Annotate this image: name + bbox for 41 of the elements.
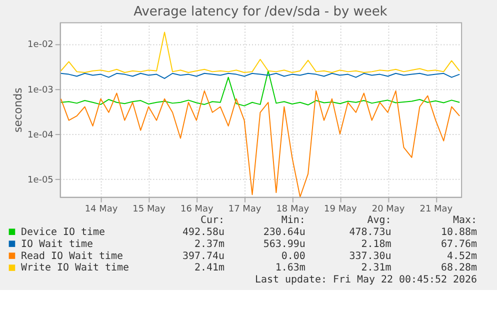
text: 478.73u xyxy=(349,226,392,238)
y-tick-label: 1e-03 xyxy=(28,85,54,96)
text: 492.58u xyxy=(182,226,225,238)
legend-label: IO Wait time xyxy=(20,238,93,250)
text: 397.74u xyxy=(182,250,225,262)
legend-label: Device IO time xyxy=(20,226,105,238)
text: 0.00 xyxy=(281,250,306,262)
text: 2.41m xyxy=(194,262,225,274)
x-tick-label: 14 May xyxy=(84,204,118,214)
y-tick-label: 1e-04 xyxy=(28,130,54,140)
x-tick-label: 15 May xyxy=(132,204,166,214)
text: Cur: xyxy=(200,214,225,226)
legend-label: Read IO Wait time xyxy=(20,250,123,262)
text: Min: xyxy=(281,214,306,226)
text: 67.76m xyxy=(441,238,478,250)
text: 10.88m xyxy=(441,226,478,238)
text: 1.63m xyxy=(275,262,306,274)
x-tick-label: 20 May xyxy=(372,204,406,214)
text: 2.18m xyxy=(361,238,392,250)
text: 68.28m xyxy=(441,262,478,274)
line-series xyxy=(60,70,460,106)
y-tick-label: 1e-02 xyxy=(28,40,54,50)
legend-label: Write IO Wait time xyxy=(20,262,129,274)
text: 2.31m xyxy=(361,262,392,274)
x-tick-label: 16 May xyxy=(180,204,214,214)
text: 563.99u xyxy=(263,238,306,250)
text: 337.30u xyxy=(349,250,392,262)
text: Avg: xyxy=(367,214,392,226)
text: Last update: Fri May 22 00:45:52 2026 xyxy=(254,274,478,286)
x-tick-label: 21 May xyxy=(420,204,454,214)
line-series xyxy=(60,32,460,74)
text: 4.52m xyxy=(447,250,478,262)
text: Max: xyxy=(453,214,478,226)
y-axis-title: seconds xyxy=(11,87,24,132)
x-tick-label: 19 May xyxy=(324,204,358,214)
x-tick-label: 17 May xyxy=(228,204,262,214)
y-tick-label: 1e-05 xyxy=(28,175,54,186)
x-tick-label: 18 May xyxy=(276,204,310,214)
text: 230.64u xyxy=(263,226,306,238)
chart-title: Average latency for /dev/sda - by week xyxy=(134,4,388,20)
text: 2.37m xyxy=(194,238,225,250)
